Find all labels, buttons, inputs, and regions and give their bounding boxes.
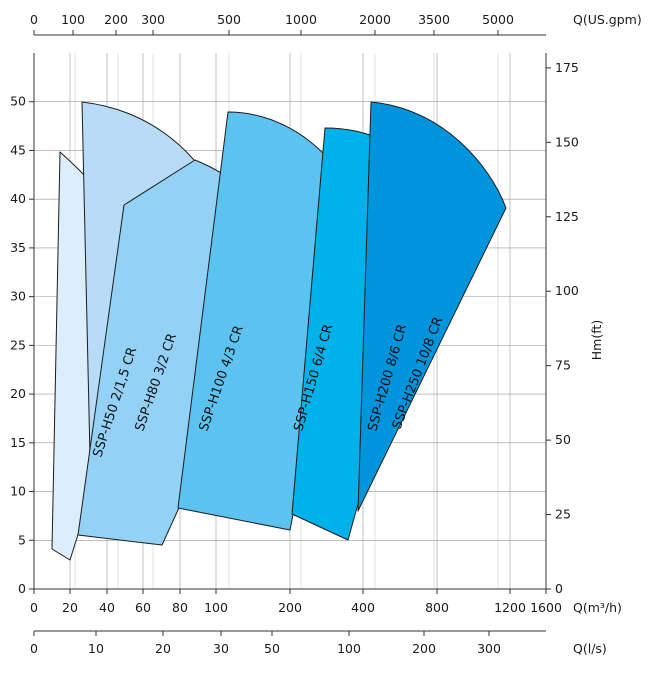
- right-tick-label: 150: [555, 134, 579, 149]
- bottom-tick-label: 20: [62, 600, 78, 615]
- left-tick-label: 10: [10, 484, 26, 499]
- pump-ranges: [51, 101, 507, 561]
- bottom-axis-title: Q(m³/h): [573, 600, 622, 615]
- lower-tick-label: 0: [30, 641, 38, 656]
- bottom-tick-label: 1200: [494, 600, 526, 615]
- top-tick-label: 0: [30, 12, 38, 27]
- top-axis-title: Q(US.gpm): [573, 12, 642, 27]
- bottom-tick-label: 1600: [530, 600, 562, 615]
- right-tick-label: 100: [555, 283, 579, 298]
- bottom-tick-label: 100: [204, 600, 228, 615]
- bottom-tick-label: 200: [278, 600, 302, 615]
- bottom-tick-label: 0: [30, 600, 38, 615]
- bottom-tick-label: 800: [425, 600, 449, 615]
- lower-tick-label: 30: [213, 641, 229, 656]
- left-tick-label: 40: [10, 191, 26, 206]
- top-tick-label: 5000: [482, 12, 514, 27]
- right-tick-label: 25: [555, 507, 571, 522]
- axes: 051015202530354045500255075100125150175H…: [10, 12, 642, 656]
- lower-tick-label: 50: [264, 641, 280, 656]
- left-tick-label: 30: [10, 289, 26, 304]
- top-tick-label: 500: [217, 12, 241, 27]
- bottom-tick-label: 40: [99, 600, 115, 615]
- right-tick-label: 175: [555, 60, 579, 75]
- right-tick-label: 0: [555, 581, 563, 596]
- lower-tick-label: 20: [155, 641, 171, 656]
- lower-tick-label: 100: [337, 641, 361, 656]
- top-tick-label: 100: [61, 12, 85, 27]
- right-axis-title: Hm(ft): [589, 320, 604, 360]
- left-tick-label: 35: [10, 240, 26, 255]
- lower-tick-label: 300: [477, 641, 501, 656]
- lower-axis-title: Q(l/s): [573, 641, 607, 656]
- bottom-tick-label: 400: [351, 600, 375, 615]
- bottom-tick-label: 60: [135, 600, 151, 615]
- left-tick-label: 20: [10, 386, 26, 401]
- left-tick-label: 50: [10, 94, 26, 109]
- lower-tick-label: 200: [412, 641, 436, 656]
- left-tick-label: 15: [10, 435, 26, 450]
- left-tick-label: 45: [10, 142, 26, 157]
- top-tick-label: 3500: [418, 12, 450, 27]
- top-tick-label: 200: [104, 12, 128, 27]
- top-tick-label: 2000: [359, 12, 391, 27]
- top-tick-label: 1000: [285, 12, 317, 27]
- right-tick-label: 75: [555, 358, 571, 373]
- bottom-tick-label: 80: [172, 600, 188, 615]
- left-tick-label: 5: [18, 532, 26, 547]
- right-tick-label: 125: [555, 209, 579, 224]
- pump-range-area: [357, 101, 507, 512]
- left-tick-label: 25: [10, 337, 26, 352]
- right-tick-label: 50: [555, 432, 571, 447]
- lower-tick-label: 10: [88, 641, 104, 656]
- top-tick-label: 300: [141, 12, 165, 27]
- left-tick-label: 0: [18, 581, 26, 596]
